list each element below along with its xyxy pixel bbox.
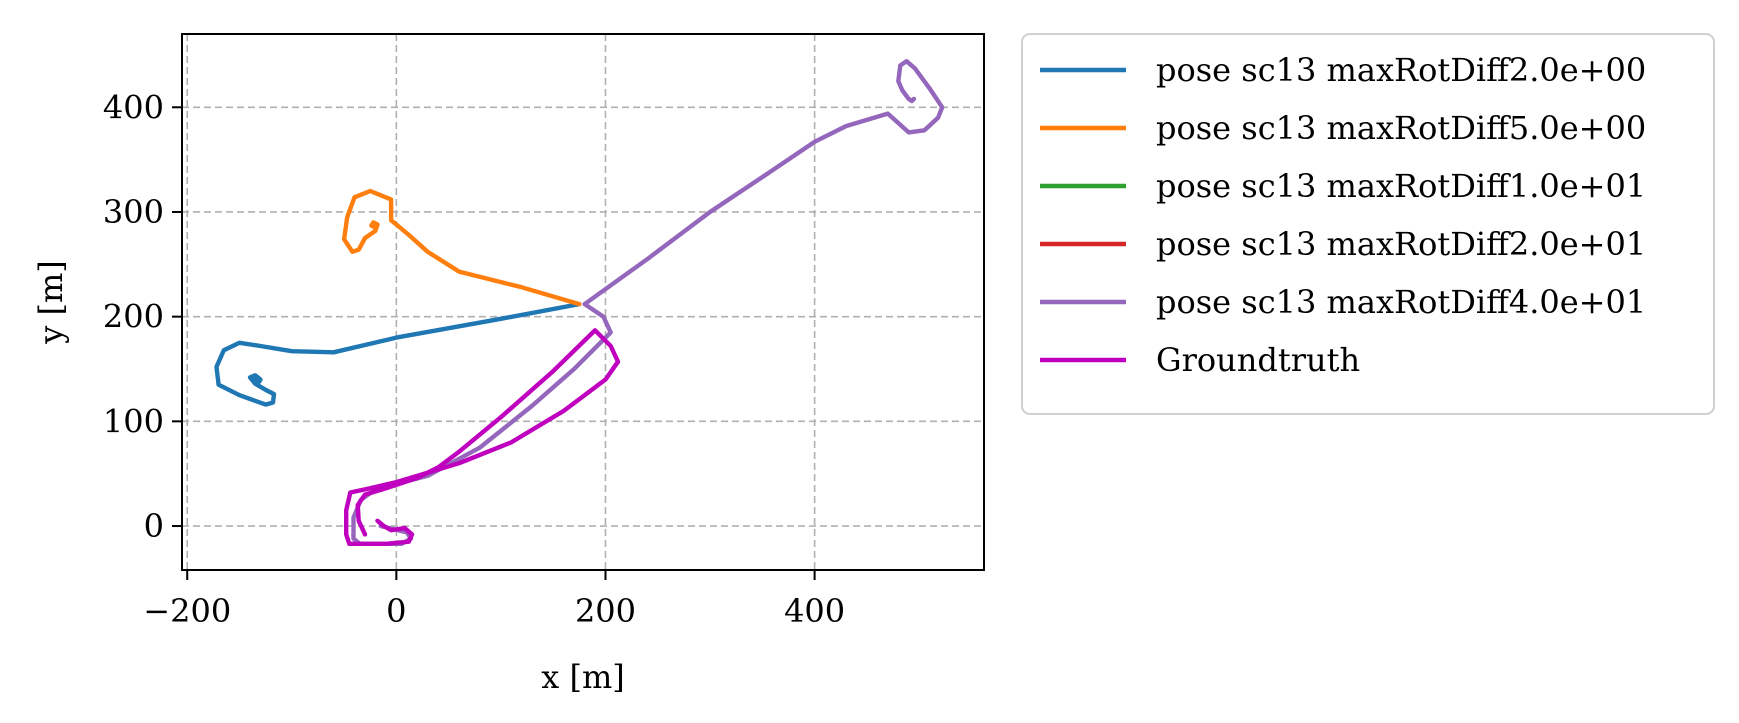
y-tick-label: 200 bbox=[103, 298, 164, 336]
legend-entry-label: pose sc13 maxRotDiff2.0e+01 bbox=[1156, 225, 1646, 263]
x-tick-label: −200 bbox=[143, 592, 231, 630]
series-line bbox=[341, 188, 582, 307]
legend-entry-label: pose sc13 maxRotDiff5.0e+00 bbox=[1156, 109, 1646, 147]
legend: pose sc13 maxRotDiff2.0e+00 pose sc13 max… bbox=[1021, 33, 1715, 415]
series-line bbox=[344, 328, 621, 546]
y-tick-label: 300 bbox=[103, 193, 164, 231]
legend-entry-label: pose sc13 maxRotDiff2.0e+00 bbox=[1156, 51, 1646, 89]
series-line bbox=[214, 301, 582, 407]
series-group bbox=[214, 59, 945, 546]
legend-entry-label: pose sc13 maxRotDiff1.0e+01 bbox=[1156, 167, 1646, 205]
x-tick-label: 400 bbox=[784, 592, 845, 630]
legend-entry-label: pose sc13 maxRotDiff4.0e+01 bbox=[1156, 283, 1646, 321]
legend-entry-label: Groundtruth bbox=[1156, 341, 1360, 379]
x-axis-label: x [m] bbox=[541, 658, 625, 696]
plot-frame bbox=[181, 33, 985, 571]
legend-frame bbox=[1021, 33, 1715, 415]
ticks: −200 0 200 400 0 100 200 300 400 bbox=[103, 88, 845, 630]
y-tick-label: 400 bbox=[103, 88, 164, 126]
series-line bbox=[351, 59, 945, 546]
y-tick-label: 100 bbox=[103, 402, 164, 440]
x-tick-label: 0 bbox=[386, 592, 406, 630]
y-tick-label: 0 bbox=[144, 507, 164, 545]
y-axis-label: y [m] bbox=[32, 260, 70, 345]
x-tick-label: 200 bbox=[575, 592, 636, 630]
grid bbox=[182, 34, 984, 570]
